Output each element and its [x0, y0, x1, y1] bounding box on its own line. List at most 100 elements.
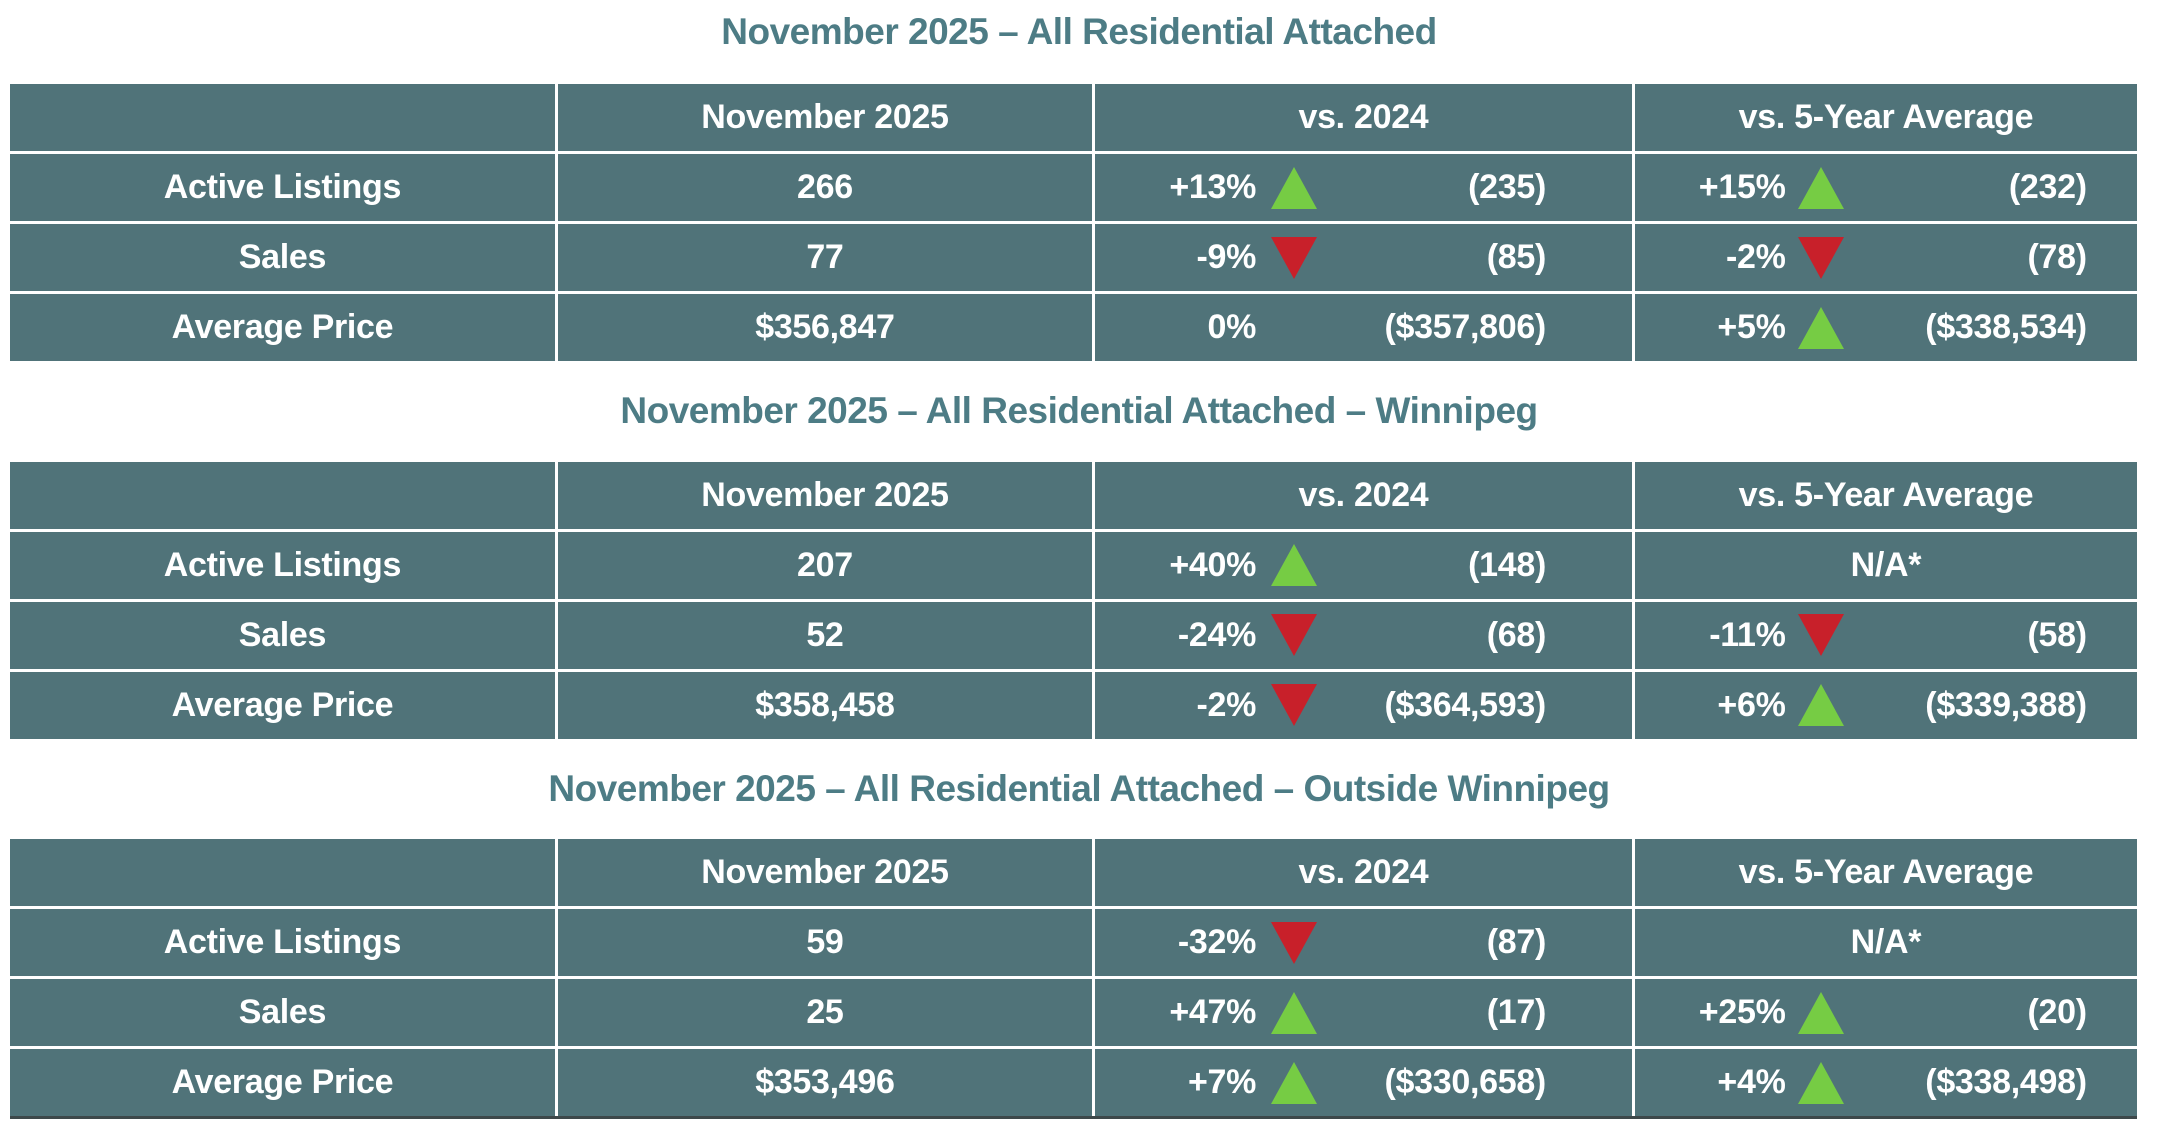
- trend-arrow-icon: [1798, 992, 1844, 1034]
- vs-5yr-cell: +6% ($339,388): [1634, 671, 2137, 739]
- pct-change: +6%: [1717, 685, 1786, 724]
- pct-change: +7%: [1187, 1063, 1257, 1102]
- na-value: N/A*: [1634, 531, 2137, 599]
- trend-arrow-icon: [1798, 237, 1844, 279]
- trend-arrow-icon: [1271, 684, 1317, 726]
- pct-change: -9%: [1196, 238, 1257, 277]
- vs-2024-cell: +7% ($330,658): [1095, 1049, 1632, 1117]
- pct-change: 0%: [1207, 308, 1257, 347]
- vs-2024-cell: +40% (148): [1095, 531, 1632, 599]
- vs-2024-cell: -9% (85): [1095, 224, 1632, 292]
- row-label: Active Listings: [10, 909, 555, 977]
- column-header-november-2025: November 2025: [557, 461, 1093, 529]
- vs-5yr-cell: +5% ($338,534): [1634, 294, 2137, 362]
- pct-change: -11%: [1709, 615, 1786, 654]
- current-value: 77: [557, 224, 1093, 292]
- section-title-winnipeg: November 2025 – All Residential Attached…: [620, 390, 1538, 432]
- section-title-outside-winnipeg: November 2025 – All Residential Attached…: [548, 767, 1610, 809]
- trend-arrow-icon: [1798, 167, 1844, 209]
- reference-value: ($330,658): [1384, 1063, 1547, 1102]
- row-label: Active Listings: [10, 154, 555, 222]
- pct-change: +47%: [1169, 993, 1257, 1032]
- reference-value: (78): [2027, 238, 2088, 277]
- current-value: 207: [557, 531, 1093, 599]
- trend-arrow-icon: [1271, 922, 1317, 964]
- reference-value: ($338,534): [1925, 308, 2087, 347]
- reference-value: (235): [1468, 168, 1546, 207]
- reference-value: ($357,806): [1384, 308, 1547, 347]
- current-value: $358,458: [557, 671, 1093, 739]
- row-label: Sales: [10, 224, 555, 292]
- vs-2024-cell: -2% ($364,593): [1095, 671, 1632, 739]
- column-header-vs-2024: vs. 2024: [1095, 84, 1632, 152]
- trend-arrow-icon: [1798, 614, 1844, 656]
- pct-change: +4%: [1717, 1063, 1786, 1102]
- reference-value: (85): [1486, 238, 1547, 277]
- column-header-vs-2024: vs. 2024: [1095, 839, 1632, 907]
- trend-arrow-icon: [1798, 307, 1844, 349]
- current-value: $353,496: [557, 1049, 1093, 1117]
- vs-5yr-cell: -2% (78): [1634, 224, 2137, 292]
- vs-5yr-cell: -11% (58): [1634, 601, 2137, 669]
- section-title-all-residential-attached: November 2025 – All Residential Attached: [721, 11, 1437, 52]
- pct-change: -2%: [1725, 238, 1786, 277]
- column-header-vs-2024: vs. 2024: [1095, 461, 1632, 529]
- trend-arrow-icon: [1798, 1062, 1844, 1104]
- trend-arrow-icon: [1271, 992, 1317, 1034]
- current-value: 59: [557, 909, 1093, 977]
- trend-arrow-icon: [1798, 684, 1844, 726]
- column-header-vs-5-year-average: vs. 5-Year Average: [1634, 839, 2137, 907]
- report-table-outside-winnipeg: November 2025 vs. 2024 vs. 5-Year Averag…: [10, 839, 2137, 1120]
- trend-arrow-icon: [1271, 614, 1317, 656]
- current-value: 25: [557, 979, 1093, 1047]
- pct-change: +25%: [1698, 993, 1786, 1032]
- column-header-vs-5-year-average: vs. 5-Year Average: [1634, 84, 2137, 152]
- current-value: 266: [557, 154, 1093, 222]
- na-value: N/A*: [1634, 909, 2137, 977]
- vs-5yr-cell: +25% (20): [1634, 979, 2137, 1047]
- trend-arrow-icon: [1271, 1062, 1317, 1104]
- report-table-all-residential-attached: November 2025 vs. 2024 vs. 5-Year Averag…: [10, 84, 2137, 362]
- vs-2024-cell: 0% ($357,806): [1095, 294, 1632, 362]
- reference-value: ($338,498): [1925, 1063, 2087, 1102]
- row-label: Average Price: [10, 1049, 555, 1117]
- trend-arrow-icon: [1271, 167, 1317, 209]
- row-label: Sales: [10, 601, 555, 669]
- pct-change: -32%: [1177, 923, 1257, 962]
- trend-arrow-icon: [1271, 237, 1317, 279]
- reference-value: (87): [1486, 923, 1547, 962]
- pct-change: +40%: [1169, 545, 1257, 584]
- reference-value: (232): [2008, 168, 2087, 207]
- reference-value: (20): [2027, 993, 2088, 1032]
- reference-value: ($339,388): [1925, 685, 2087, 724]
- row-label: Active Listings: [10, 531, 555, 599]
- trend-arrow-icon: [1271, 544, 1317, 586]
- vs-5yr-cell: +15% (232): [1634, 154, 2137, 222]
- column-header-november-2025: November 2025: [557, 839, 1093, 907]
- reference-value: ($364,593): [1384, 685, 1547, 724]
- column-header-vs-5-year-average: vs. 5-Year Average: [1634, 461, 2137, 529]
- report-table-winnipeg: November 2025 vs. 2024 vs. 5-Year Averag…: [10, 461, 2137, 739]
- column-header-blank: [10, 461, 555, 529]
- reference-value: (68): [1486, 615, 1547, 654]
- vs-2024-cell: +47% (17): [1095, 979, 1632, 1047]
- reference-value: (58): [2027, 615, 2088, 654]
- reference-value: (148): [1468, 545, 1546, 584]
- column-header-blank: [10, 839, 555, 907]
- pct-change: +13%: [1169, 168, 1257, 207]
- vs-2024-cell: +13% (235): [1095, 154, 1632, 222]
- row-label: Sales: [10, 979, 555, 1047]
- pct-change: -24%: [1177, 615, 1257, 654]
- column-header-blank: [10, 84, 555, 152]
- row-label: Average Price: [10, 294, 555, 362]
- pct-change: +15%: [1698, 168, 1786, 207]
- row-label: Average Price: [10, 671, 555, 739]
- pct-change: +5%: [1717, 308, 1786, 347]
- current-value: 52: [557, 601, 1093, 669]
- vs-2024-cell: -24% (68): [1095, 601, 1632, 669]
- column-header-november-2025: November 2025: [557, 84, 1093, 152]
- reference-value: (17): [1486, 993, 1547, 1032]
- current-value: $356,847: [557, 294, 1093, 362]
- pct-change: -2%: [1196, 685, 1257, 724]
